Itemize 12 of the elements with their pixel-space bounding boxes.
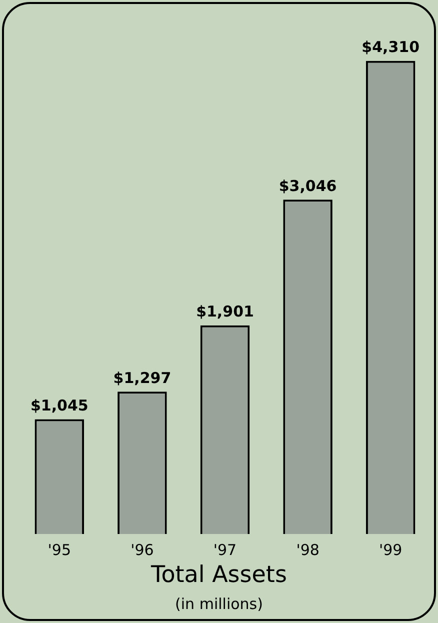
x-tick-label: '95: [48, 540, 72, 559]
data-label: $4,310: [362, 38, 420, 56]
data-label: $1,901: [196, 302, 254, 321]
x-tick-label: '99: [378, 540, 402, 559]
data-label: $1,045: [30, 396, 88, 415]
x-tick-label: '97: [213, 540, 237, 559]
x-tick-label: '98: [296, 540, 320, 559]
text: Total Assets: [150, 562, 288, 588]
data-label: $3,046: [278, 177, 337, 196]
data-label: $1,297: [113, 369, 172, 388]
x-tick-label: '96: [130, 540, 154, 559]
text: (in millions): [174, 595, 264, 613]
